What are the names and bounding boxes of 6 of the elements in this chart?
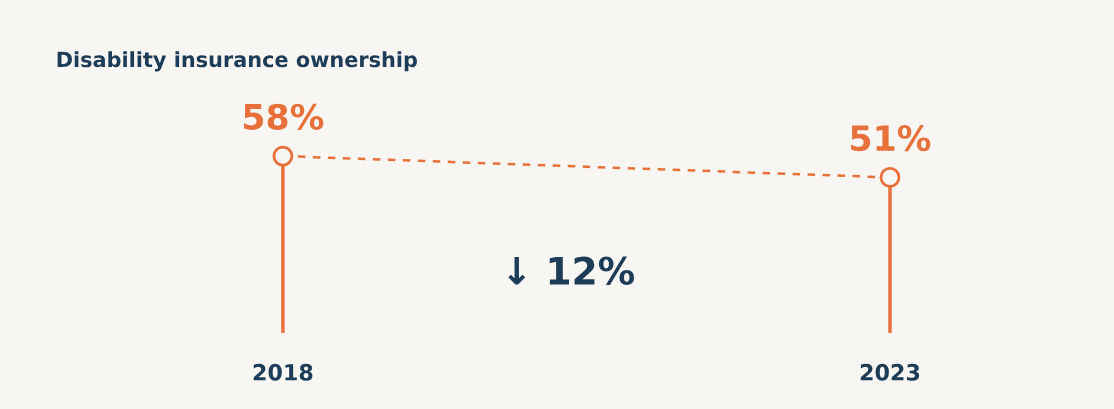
chart-title: Disability insurance ownership (57, 51, 417, 72)
x-tick-label: 2018 (253, 363, 313, 381)
data-label: 51% (851, 124, 931, 152)
data-label: 58% (244, 103, 324, 130)
text: ↓ 12% (508, 256, 635, 285)
x-tick-label: 2023 (860, 363, 920, 381)
